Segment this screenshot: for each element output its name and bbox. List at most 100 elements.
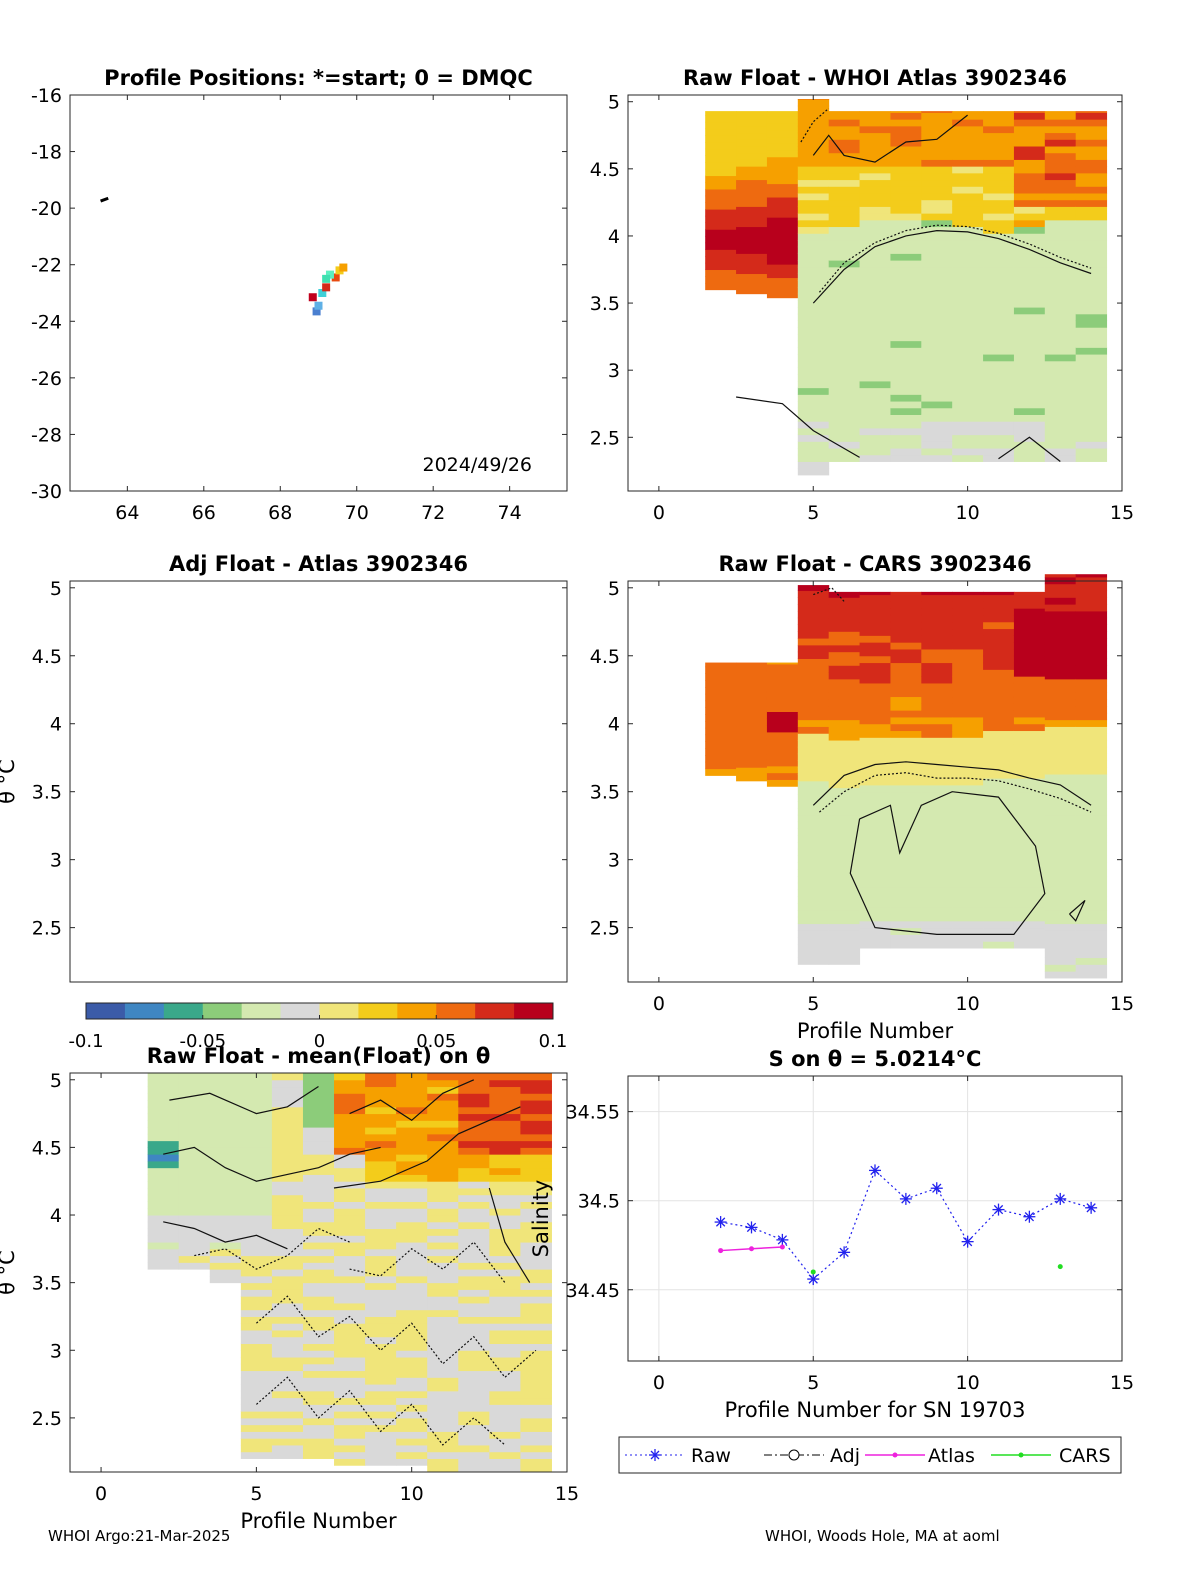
raw-cars-cell xyxy=(983,710,1015,718)
raw-cars-cell xyxy=(1075,624,1108,632)
raw-atlas-cell xyxy=(828,233,861,241)
raw-mean-cell xyxy=(178,1100,211,1108)
raw-atlas-cell xyxy=(890,219,922,228)
raw-atlas-cell xyxy=(890,347,922,355)
raw-mean-cell xyxy=(458,1438,490,1446)
raw-cars-cell xyxy=(952,825,984,833)
raw-cars-cell xyxy=(766,662,799,665)
raw-atlas-cell xyxy=(828,380,861,389)
raw-mean-contour xyxy=(488,1187,531,1283)
raw-mean-cell xyxy=(334,1154,366,1162)
raw-cars-cell xyxy=(828,726,861,734)
raw-mean-cell xyxy=(458,1255,490,1263)
raw-mean-cell xyxy=(396,1309,428,1317)
raw-cars-cell xyxy=(1075,726,1108,734)
raw-atlas-cell xyxy=(952,239,984,248)
raw-atlas-cell xyxy=(828,119,861,127)
raw-cars-cell xyxy=(983,648,1015,657)
raw-mean-cell xyxy=(271,1242,304,1250)
raw-mean-cell xyxy=(271,1417,304,1426)
raw-atlas-cell xyxy=(766,116,799,124)
raw-cars-cell xyxy=(952,669,984,677)
salinity-ytick-label: 34.45 xyxy=(566,1280,620,1302)
raw-atlas-cell xyxy=(1044,448,1077,456)
raw-mean-cell xyxy=(365,1221,397,1230)
raw-mean-contour xyxy=(169,1085,319,1115)
raw-cars-cell xyxy=(828,753,861,761)
raw-mean-cell xyxy=(334,1133,366,1142)
raw-atlas-cell xyxy=(952,246,984,254)
raw-cars-cell xyxy=(1075,644,1108,653)
raw-mean-cell xyxy=(334,1181,366,1189)
raw-cars-cell xyxy=(1044,909,1077,918)
raw-cars-cell xyxy=(1013,778,1046,786)
raw-mean-cell xyxy=(365,1370,397,1378)
raw-atlas-cell xyxy=(1044,360,1077,369)
raw-mean-cell xyxy=(489,1329,521,1338)
raw-cars-cell xyxy=(1013,635,1046,643)
raw-mean-cell xyxy=(396,1458,428,1466)
raw-mean-cell xyxy=(396,1357,428,1365)
raw-mean-cell xyxy=(178,1154,211,1162)
raw-atlas-cell xyxy=(766,217,799,225)
raw-atlas-cell xyxy=(890,407,922,415)
raw-cars-cell xyxy=(1075,855,1108,863)
raw-mean-cell xyxy=(271,1289,304,1297)
raw-cars-cell xyxy=(921,920,953,929)
raw-atlas-cell xyxy=(921,199,953,207)
raw-mean-cell xyxy=(489,1451,521,1459)
positions-xtick-label: 74 xyxy=(498,502,522,524)
raw-mean-cell xyxy=(271,1431,304,1439)
raw-cars-cell xyxy=(921,941,953,949)
raw-atlas-cell xyxy=(921,239,953,248)
raw-cars-cell xyxy=(859,614,891,623)
raw-atlas-cell xyxy=(890,111,922,113)
raw-mean-cell xyxy=(240,1438,273,1446)
raw-mean-cell xyxy=(209,1275,242,1284)
raw-mean-cell xyxy=(520,1411,552,1419)
raw-mean-cell xyxy=(334,1100,366,1108)
raw-atlas-cell xyxy=(1075,307,1108,315)
raw-cars-cell xyxy=(983,893,1015,901)
raw-cars-cell xyxy=(921,642,953,650)
raw-atlas-cell xyxy=(736,192,768,201)
raw-mean-cell xyxy=(365,1417,397,1426)
raw-cars-cell xyxy=(952,900,984,908)
raw-mean-cell xyxy=(396,1438,428,1446)
raw-cars-cell xyxy=(1044,610,1077,619)
raw-cars-cell xyxy=(859,907,891,915)
raw-cars-cell xyxy=(983,866,1015,874)
raw-atlas-cell xyxy=(890,186,922,194)
raw-cars-cell xyxy=(705,721,737,729)
raw-cars-xtick-label: 10 xyxy=(956,993,980,1015)
raw-mean-cell xyxy=(334,1093,366,1101)
raw-cars-cell xyxy=(983,621,1015,630)
raw-mean-cell xyxy=(427,1438,459,1446)
raw-atlas-xtick-label: 15 xyxy=(1110,502,1134,524)
raw-atlas-cell xyxy=(797,146,830,154)
salinity-raw-marker xyxy=(838,1246,851,1259)
raw-cars-cell xyxy=(1044,699,1077,707)
raw-cars-cell xyxy=(859,682,891,691)
raw-cars-cell xyxy=(921,635,953,643)
raw-atlas-cell xyxy=(736,159,768,167)
raw-mean-cell xyxy=(458,1336,490,1345)
raw-atlas-cell xyxy=(797,105,830,113)
raw-atlas-cell xyxy=(828,239,861,248)
raw-mean-cell xyxy=(489,1363,521,1372)
raw-cars-cell xyxy=(797,658,830,666)
raw-cars-cell xyxy=(1075,950,1108,959)
raw-mean-cell xyxy=(271,1106,304,1115)
raw-atlas-cell xyxy=(890,253,922,261)
raw-atlas-cell xyxy=(921,434,953,442)
raw-atlas-cell xyxy=(828,333,861,342)
raw-mean-cell xyxy=(458,1140,490,1148)
salinity-raw-marker-d2 xyxy=(839,1247,849,1258)
raw-cars-cell xyxy=(1013,832,1046,840)
raw-atlas-cell xyxy=(797,260,830,268)
raw-cars-cell xyxy=(952,812,984,820)
raw-cars-cell xyxy=(828,624,861,632)
raw-atlas-cell xyxy=(890,313,922,322)
raw-atlas-cell xyxy=(983,280,1015,288)
raw-mean-cell xyxy=(489,1255,521,1263)
